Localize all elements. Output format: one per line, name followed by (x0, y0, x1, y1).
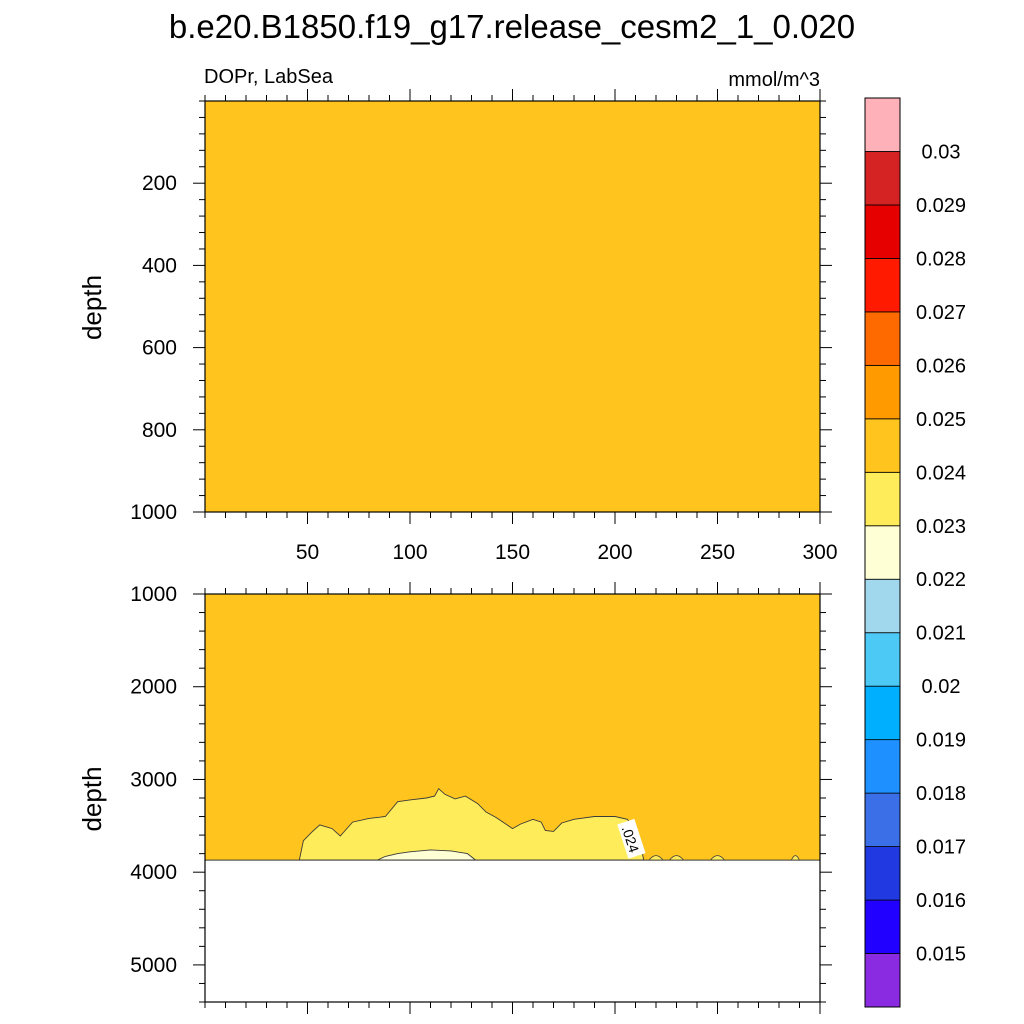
upper-ylabel: depth (77, 275, 107, 340)
colorbar-swatch (864, 899, 901, 954)
colorbar-swatch (864, 846, 901, 901)
y-tick-label: 600 (142, 337, 177, 360)
y-tick-label: 800 (142, 419, 177, 442)
colorbar-tick-label: 0.016 (916, 890, 966, 912)
contour-region-0.023-0.024 (298, 787, 645, 861)
colorbar-tick-label: 0.019 (916, 730, 966, 752)
y-tick-label: 4000 (130, 861, 177, 884)
contour-feature (669, 855, 684, 861)
colorbar-swatch (864, 685, 901, 741)
y-tick-label: 2000 (130, 676, 177, 699)
colorbar-swatch (864, 792, 901, 847)
contour-label-box (617, 818, 646, 859)
colorbar-tick-label: 0.029 (916, 195, 966, 217)
colorbar-swatch (864, 525, 901, 580)
colorbar-tick-label: 0.015 (916, 944, 966, 966)
colorbar-swatch (864, 151, 901, 206)
units-label: mmol/m^3 (728, 69, 820, 91)
colorbar-tick-label: 0.021 (916, 623, 966, 645)
lower-fill-region (205, 594, 820, 861)
x-tick-label: 300 (802, 541, 837, 564)
colorbar-tick-label: 0.027 (916, 302, 966, 324)
y-tick-label: 400 (142, 254, 177, 277)
colorbar-tick-label: 0.028 (916, 248, 966, 270)
seafloor-mask (205, 860, 820, 1002)
contour-region-0.022-0.023 (377, 849, 477, 861)
colorbar-swatch (864, 204, 901, 259)
y-tick-label: 1000 (130, 583, 177, 606)
variable-label: DOPr, LabSea (204, 66, 334, 88)
y-tick-label: 5000 (130, 954, 177, 977)
colorbar: 0.015 0.016 0.017 0.018 0.019 0.02 0.021 0.022 0… (864, 97, 966, 1008)
upper-fill-region (205, 101, 820, 512)
upper-panel: 200 400 600 800 1000 50 100 150 200 250 300 depth (77, 89, 838, 564)
x-tick-label: 100 (392, 541, 427, 564)
x-tick-label: 50 (296, 541, 319, 564)
colorbar-tick-label: 0.025 (916, 409, 966, 431)
colorbar-swatch (864, 97, 901, 152)
x-tick-label: 150 (495, 541, 530, 564)
colorbar-swatch (864, 364, 901, 420)
colorbar-swatch (864, 953, 901, 1008)
colorbar-swatch (864, 311, 901, 366)
colorbar-tick-label: 0.017 (916, 837, 966, 859)
y-tick-label: 200 (142, 172, 177, 195)
contour-feature (791, 855, 800, 861)
contour-feature (648, 855, 664, 861)
x-tick-label: 250 (700, 541, 735, 564)
colorbar-swatch (864, 578, 901, 634)
contour-feature (710, 855, 725, 861)
colorbar-swatch (864, 739, 901, 794)
colorbar-tick-label: 0.022 (916, 569, 966, 591)
colorbar-frame (864, 97, 901, 1008)
colorbar-tick-label: 0.026 (916, 355, 966, 377)
colorbar-tick-label: 0.023 (916, 516, 966, 538)
y-tick-label: 1000 (130, 501, 177, 524)
y-tick-label: 3000 (130, 768, 177, 791)
colorbar-swatch (864, 418, 901, 473)
colorbar-tick-label: 0.024 (916, 462, 966, 484)
colorbar-tick-label: 0.02 (922, 676, 961, 698)
x-tick-label: 200 (597, 541, 632, 564)
colorbar-swatch (864, 471, 901, 527)
colorbar-tick-label: 0.03 (922, 141, 961, 163)
colorbar-swatch (864, 632, 901, 687)
figure-title: b.e20.B1850.f19_g17.release_cesm2_1_0.02… (169, 8, 855, 45)
lower-ylabel: depth (77, 766, 107, 831)
colorbar-swatch (864, 258, 901, 313)
colorbar-tick-label: 0.018 (916, 783, 966, 805)
